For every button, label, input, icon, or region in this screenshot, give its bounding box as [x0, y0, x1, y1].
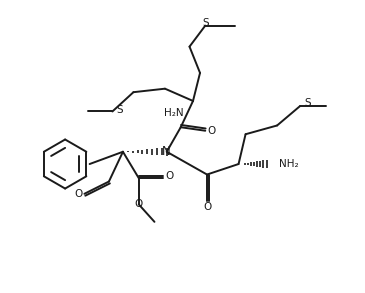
Text: S: S	[305, 98, 311, 108]
Text: H₂N: H₂N	[164, 108, 184, 118]
Text: O: O	[135, 199, 143, 209]
Text: O: O	[207, 126, 216, 136]
Text: O: O	[203, 202, 211, 212]
Text: NH₂: NH₂	[279, 159, 299, 169]
Text: O: O	[74, 189, 82, 199]
Text: N: N	[162, 145, 171, 158]
Text: S: S	[202, 18, 208, 28]
Text: O: O	[165, 171, 174, 181]
Text: S: S	[116, 105, 123, 115]
